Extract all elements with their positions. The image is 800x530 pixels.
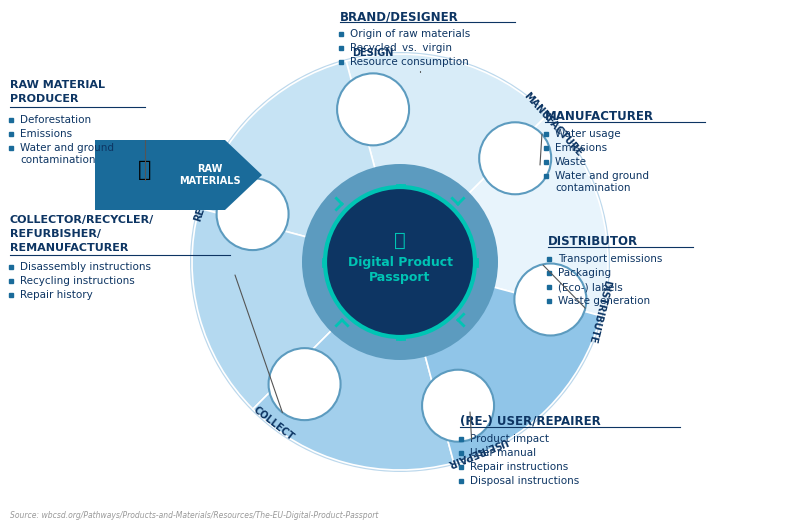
- Text: Transport emissions: Transport emissions: [558, 254, 662, 264]
- Text: Water and ground: Water and ground: [20, 143, 114, 153]
- Text: Waste: Waste: [555, 157, 587, 167]
- Text: Deforestation: Deforestation: [20, 115, 91, 125]
- Text: contamination: contamination: [555, 183, 630, 193]
- Text: USE/REPAIR: USE/REPAIR: [446, 436, 508, 469]
- Text: 🧑: 🧑: [138, 160, 152, 180]
- Polygon shape: [95, 140, 262, 210]
- Text: Origin of raw materials: Origin of raw materials: [350, 29, 470, 39]
- Text: MANUFACTURER: MANUFACTURER: [545, 110, 654, 123]
- Circle shape: [422, 370, 494, 441]
- Text: REFURBISHER/: REFURBISHER/: [10, 229, 101, 239]
- Text: Water and ground: Water and ground: [555, 171, 649, 181]
- Text: Resource consumption: Resource consumption: [350, 57, 469, 67]
- Text: User manual: User manual: [470, 448, 536, 458]
- Circle shape: [325, 187, 475, 337]
- Circle shape: [190, 52, 610, 472]
- Wedge shape: [466, 115, 608, 316]
- Text: DISTRIBUTOR: DISTRIBUTOR: [548, 235, 638, 248]
- Text: 🌐: 🌐: [394, 231, 406, 250]
- Circle shape: [217, 178, 289, 250]
- Text: PRODUCER: PRODUCER: [10, 94, 78, 104]
- Text: Recycled  vs.  virgin: Recycled vs. virgin: [350, 43, 452, 53]
- Circle shape: [479, 122, 551, 195]
- Text: BRAND/DESIGNER: BRAND/DESIGNER: [340, 10, 458, 23]
- Wedge shape: [192, 208, 334, 409]
- Text: Emissions: Emissions: [20, 129, 72, 139]
- Text: Disposal instructions: Disposal instructions: [470, 476, 579, 486]
- Wedge shape: [424, 286, 601, 463]
- Text: Packaging: Packaging: [558, 268, 611, 278]
- Text: REMANUFACTURER: REMANUFACTURER: [10, 243, 128, 253]
- Text: contamination: contamination: [20, 155, 95, 165]
- Text: (Eco-) labels: (Eco-) labels: [558, 282, 622, 292]
- Circle shape: [302, 164, 498, 360]
- Text: DESIGN: DESIGN: [352, 48, 394, 58]
- Text: Disassembly instructions: Disassembly instructions: [20, 262, 151, 272]
- Text: MANUFACTURE: MANUFACTURE: [521, 91, 583, 158]
- Text: Waste generation: Waste generation: [558, 296, 650, 306]
- Text: Product impact: Product impact: [470, 434, 549, 444]
- Wedge shape: [346, 54, 547, 196]
- Text: Recycling instructions: Recycling instructions: [20, 276, 134, 286]
- Text: COLLECTOR/RECYCLER/: COLLECTOR/RECYCLER/: [10, 215, 154, 225]
- Text: (RE-) USER/REPAIRER: (RE-) USER/REPAIRER: [460, 415, 601, 428]
- Text: Water usage: Water usage: [555, 129, 621, 139]
- Wedge shape: [199, 61, 376, 238]
- Text: Emissions: Emissions: [555, 143, 607, 153]
- Text: Source: wbcsd.org/Pathways/Products-and-Materials/Resources/The-EU-Digital-Produ: Source: wbcsd.org/Pathways/Products-and-…: [10, 511, 378, 520]
- Circle shape: [514, 263, 586, 335]
- Text: Repair history: Repair history: [20, 290, 93, 300]
- Text: RAW MATERIAL: RAW MATERIAL: [10, 80, 105, 90]
- Circle shape: [269, 348, 341, 420]
- Text: Digital Product
Passport: Digital Product Passport: [347, 256, 453, 284]
- Circle shape: [337, 73, 409, 145]
- Text: RAW
MATERIALS: RAW MATERIALS: [179, 164, 241, 186]
- Text: DISTRIBUTE: DISTRIBUTE: [586, 279, 612, 344]
- Text: Repair instructions: Repair instructions: [470, 462, 568, 472]
- Text: COLLECT: COLLECT: [251, 404, 296, 443]
- Text: RECYCLE: RECYCLE: [193, 174, 218, 223]
- Wedge shape: [253, 328, 454, 470]
